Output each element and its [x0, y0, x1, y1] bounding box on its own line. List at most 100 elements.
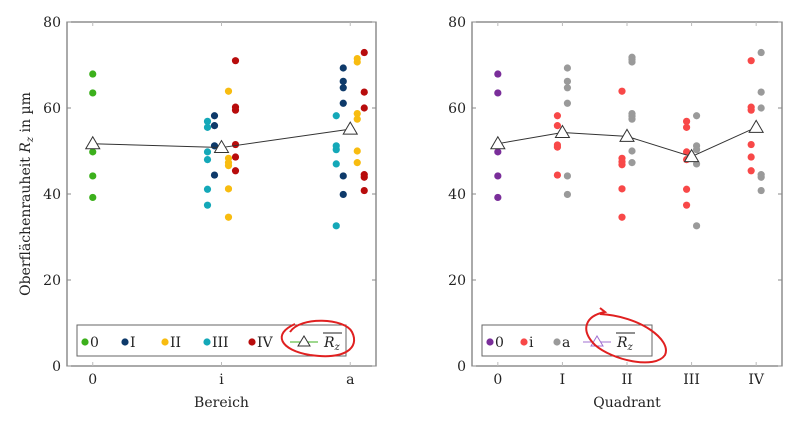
mean-marker	[213, 139, 230, 154]
data-point-i	[682, 117, 691, 125]
data-point-i	[553, 171, 562, 179]
legend: 0 i a Rz	[481, 324, 653, 357]
plot-frame	[471, 21, 783, 367]
y-tick-label: 0	[457, 359, 466, 375]
x-tick-label: II	[621, 372, 632, 388]
data-point-a	[757, 104, 765, 112]
data-point-III	[203, 148, 212, 156]
data-point-I	[210, 122, 219, 130]
legend-mean-marker	[297, 335, 311, 347]
data-point-II	[224, 162, 233, 170]
data-point-III	[203, 156, 212, 164]
mean-marker	[619, 128, 635, 142]
data-point-III	[203, 185, 212, 193]
legend-label: 0	[90, 335, 99, 351]
data-point-II	[353, 115, 361, 123]
data-point-a	[692, 222, 701, 230]
legend-marker-III	[203, 338, 211, 346]
data-point-0	[494, 148, 502, 156]
plot-frame	[66, 21, 377, 367]
legend-label: i	[529, 335, 534, 351]
data-point-i	[553, 122, 562, 130]
data-point-IV	[360, 104, 368, 112]
data-point-III	[332, 160, 340, 168]
data-point-II	[353, 159, 361, 167]
legend-mean-label: Rz	[616, 335, 634, 353]
data-point-III	[332, 222, 340, 230]
data-point-a	[628, 115, 636, 123]
legend-marker-II	[161, 338, 169, 346]
legend-box	[481, 324, 653, 357]
data-point-I	[339, 64, 347, 72]
annotation-circle	[280, 319, 355, 358]
data-point-III	[332, 112, 340, 120]
data-point-a	[563, 84, 572, 92]
data-point-0	[89, 148, 97, 156]
mean-marker	[748, 119, 765, 133]
mean-marker	[554, 124, 571, 139]
legend: 0 I II III IV Rz	[76, 324, 347, 357]
data-point-a	[563, 64, 572, 72]
data-point-III	[203, 201, 212, 209]
mean-marker	[342, 121, 359, 135]
data-point-IV	[231, 57, 240, 65]
data-point-0	[494, 172, 502, 180]
mean-marker	[84, 135, 101, 150]
x-tick-label: IV	[748, 372, 765, 388]
legend-marker-IV	[248, 338, 256, 346]
data-point-a	[757, 173, 765, 181]
y-tick-label: 40	[448, 187, 466, 203]
data-point-i	[618, 161, 626, 169]
data-point-I	[339, 77, 347, 85]
x-tick-label: III	[683, 372, 700, 388]
y-axis-label: Oberflächenrauheit Rz in µm	[18, 92, 36, 296]
data-point-I	[339, 190, 347, 199]
data-point-III	[332, 146, 340, 154]
legend-mean-symbol: R	[323, 335, 335, 351]
mean-marker	[489, 135, 506, 150]
data-point-a	[757, 186, 765, 195]
data-point-I	[339, 172, 347, 180]
data-point-II	[224, 213, 233, 221]
legend-marker-0	[486, 338, 494, 346]
data-point-a	[563, 172, 572, 180]
data-point-a	[563, 190, 572, 199]
data-point-i	[747, 140, 755, 149]
data-point-i	[618, 185, 626, 193]
y-tick-label: 60	[448, 101, 466, 117]
data-point-i	[682, 148, 691, 156]
y-tick-label: 20	[448, 273, 466, 289]
legend-mean-symbol: R	[616, 335, 628, 351]
data-point-IV	[231, 106, 240, 114]
x-axis-label: Bereich	[194, 395, 249, 411]
data-point-a	[563, 99, 572, 107]
x-tick-label: 0	[88, 372, 97, 388]
y-tick-label: 60	[43, 101, 61, 117]
data-point-a	[628, 58, 636, 66]
data-point-i	[747, 57, 755, 65]
data-point-IV	[360, 186, 368, 195]
legend-label: II	[170, 335, 181, 351]
data-point-IV	[231, 167, 240, 175]
data-point-a	[628, 147, 636, 155]
legend-label: III	[212, 335, 229, 351]
legend-mean-label: Rz	[323, 335, 341, 353]
y-tick-label: 40	[43, 187, 61, 203]
y-tick-label: 80	[448, 15, 466, 31]
data-point-II	[353, 109, 361, 118]
data-point-IV	[360, 88, 368, 96]
data-point-i	[553, 143, 562, 151]
legend-label: IV	[257, 335, 274, 351]
data-point-III	[203, 117, 212, 125]
data-point-0	[89, 193, 97, 202]
data-point-a	[692, 112, 701, 120]
data-point-0	[89, 70, 97, 78]
data-point-0	[494, 70, 502, 78]
data-point-i	[747, 106, 755, 114]
data-point-i	[682, 201, 691, 209]
x-axis-label: Quadrant	[593, 395, 661, 411]
data-point-i	[618, 213, 626, 221]
legend-mean-subscript: z	[627, 342, 634, 353]
annotation-circle	[585, 307, 667, 364]
legend-mean-subscript: z	[334, 342, 341, 353]
